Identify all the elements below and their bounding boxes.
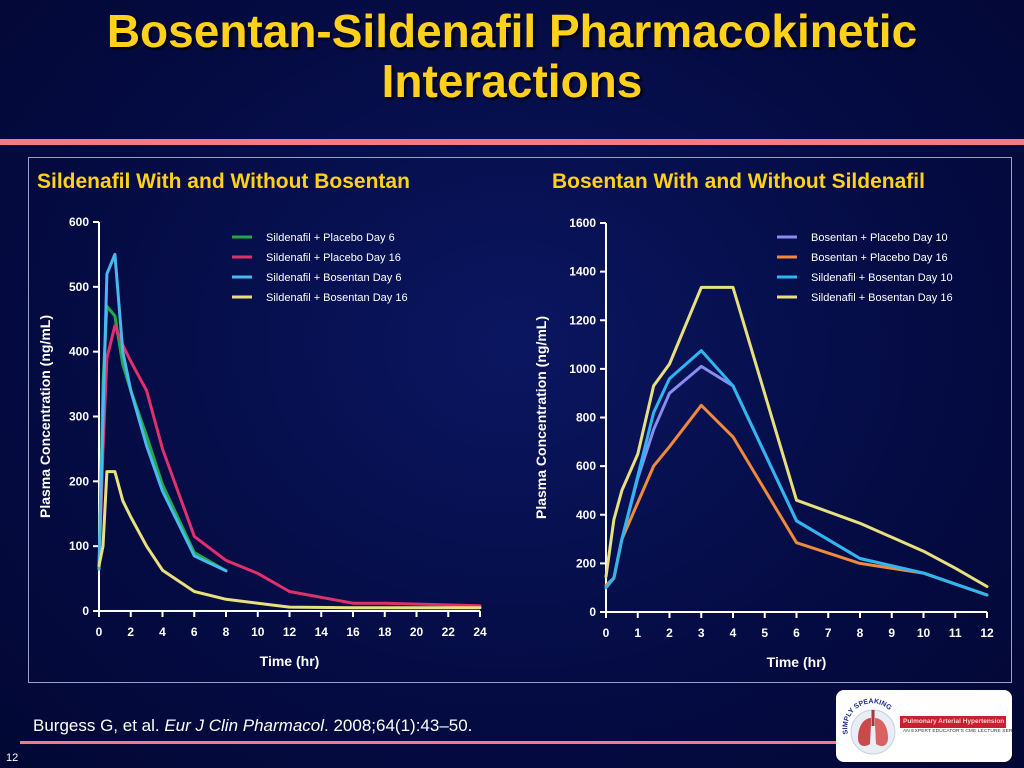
chart2-legend-label-4: Sildenafil + Bosentan Day 16 — [811, 292, 953, 304]
lungs-badge-icon: SIMPLY SPEAKING — [842, 698, 896, 755]
chart2-x-tick-label: 2 — [666, 626, 673, 640]
chart1-x-tick-label: 8 — [223, 625, 230, 639]
chart1-series-line-4 — [97, 470, 482, 610]
chart1-legend-label-3: Sildenafil + Bosentan Day 6 — [266, 272, 401, 284]
chart2-y-tick-label: 400 — [576, 508, 596, 522]
chart2-title: Bosentan With and Without Sildenafil — [552, 170, 925, 193]
chart1-y-tick-label: 300 — [69, 410, 89, 424]
chart1-series-line-2 — [97, 324, 482, 608]
chart2-y-axis-label: Plasma Concentration (ng/mL) — [533, 316, 549, 519]
chart2-series-line-1 — [604, 364, 989, 597]
chart2-x-tick-label: 11 — [949, 626, 962, 640]
charts-panel — [28, 157, 1012, 683]
chart1-y-tick-label: 400 — [69, 345, 89, 359]
citation-authors: Burgess G, et al. — [33, 716, 165, 735]
footer-divider — [20, 741, 850, 744]
chart1-x-tick-label: 10 — [251, 625, 265, 639]
chart2-legend-label-1: Bosentan + Placebo Day 10 — [811, 232, 948, 244]
chart2-series-line-4 — [604, 285, 989, 588]
chart1-x-tick-label: 18 — [378, 625, 392, 639]
chart2-x-tick-label: 4 — [730, 626, 737, 640]
slide-title-line1: Bosentan-Sildenafil Pharmacokinetic — [106, 5, 918, 57]
chart1-x-tick-label: 16 — [346, 625, 360, 639]
chart2-x-tick-label: 3 — [698, 626, 705, 640]
chart2-y-tick-label: 1200 — [569, 313, 596, 327]
slide-title: Bosentan-Sildenafil Pharmacokinetic Inte… — [0, 6, 1024, 106]
chart1-y-tick-label: 600 — [69, 215, 89, 229]
chart2-x-tick-label: 0 — [603, 626, 610, 640]
chart2-x-axis-label: Time (hr) — [767, 654, 827, 670]
chart1-y-tick-label: 200 — [69, 474, 89, 488]
chart1-y-axis-label: Plasma Concentration (ng/mL) — [37, 315, 53, 518]
chart1-x-tick-label: 22 — [442, 625, 456, 639]
chart1-x-tick-label: 14 — [315, 625, 329, 639]
citation: Burgess G, et al. Eur J Clin Pharmacol. … — [33, 716, 472, 736]
chart2-y-tick-label: 0 — [589, 605, 596, 619]
chart1-legend-label-2: Sildenafil + Placebo Day 16 — [266, 252, 401, 264]
chart2-y-tick-label: 1600 — [569, 216, 596, 230]
chart1-x-axis-label: Time (hr) — [260, 653, 320, 669]
chart2-y-tick-label: 800 — [576, 411, 596, 425]
chart2-x-tick-label: 9 — [888, 626, 895, 640]
chart1-x-tick-label: 20 — [410, 625, 424, 639]
simply-speaking-logo: SIMPLY SPEAKING Pulmonary Arterial Hyper… — [836, 690, 1012, 762]
chart2-x-tick-label: 5 — [761, 626, 768, 640]
chart1-x-tick-label: 4 — [159, 625, 166, 639]
page-number: 12 — [6, 752, 19, 764]
chart1-legend-label-1: Sildenafil + Placebo Day 6 — [266, 232, 395, 244]
chart1-x-tick-label: 0 — [96, 625, 103, 639]
citation-journal: Eur J Clin Pharmacol — [164, 716, 325, 735]
chart2-y-tick-label: 1000 — [569, 362, 596, 376]
chart2-y-tick-label: 600 — [576, 459, 596, 473]
chart1-x-tick-label: 2 — [127, 625, 134, 639]
chart2-x-tick-label: 8 — [857, 626, 864, 640]
chart2-x-tick-label: 7 — [825, 626, 832, 640]
chart1-x-tick-label: 6 — [191, 625, 198, 639]
chart2-series-line-3 — [604, 349, 989, 597]
chart1-series-line-3 — [97, 252, 228, 573]
chart1-y-tick-label: 100 — [69, 539, 89, 553]
slide-title-line2: Interactions — [381, 55, 643, 107]
citation-details: . 2008;64(1):43–50. — [324, 716, 473, 735]
chart1-x-tick-label: 24 — [473, 625, 487, 639]
chart1-y-tick-label: 0 — [82, 604, 89, 618]
chart2-x-tick-label: 1 — [634, 626, 641, 640]
chart1-y-tick-label: 500 — [69, 280, 89, 294]
chart2-x-tick-label: 12 — [980, 626, 994, 640]
logo-topic: Pulmonary Arterial Hypertension — [900, 716, 1006, 728]
chart1-title: Sildenafil With and Without Bosentan — [37, 170, 410, 193]
chart2-y-tick-label: 200 — [576, 556, 596, 570]
chart2-y-tick-label: 1400 — [569, 265, 596, 279]
chart1-x-tick-label: 12 — [283, 625, 297, 639]
title-divider — [0, 139, 1024, 145]
logo-tagline: AN EXPERT EDUCATOR'S CME LECTURE SERIES — [903, 729, 1012, 734]
chart1-legend-label-4: Sildenafil + Bosentan Day 16 — [266, 292, 408, 304]
chart2-x-tick-label: 10 — [917, 626, 931, 640]
chart2-x-tick-label: 6 — [793, 626, 800, 640]
chart2-legend-label-3: Sildenafil + Bosentan Day 10 — [811, 272, 953, 284]
chart2-legend-label-2: Bosentan + Placebo Day 16 — [811, 252, 948, 264]
